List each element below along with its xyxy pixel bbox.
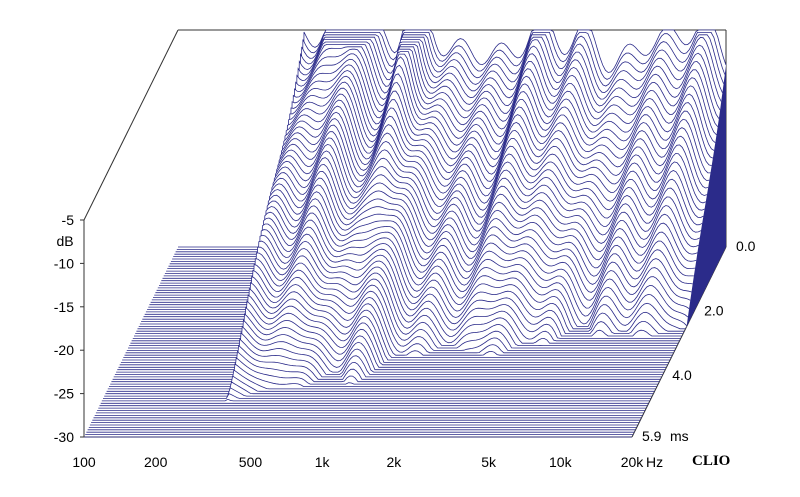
brand-label: CLIO [692, 453, 730, 469]
decay-slice-line [132, 240, 681, 339]
decay-slice-line [134, 233, 682, 337]
frame-edge-top-left [83, 29, 179, 221]
z-unit-label: ms [670, 428, 689, 444]
decay-slice-line [147, 157, 696, 310]
decay-slice-line [124, 281, 673, 356]
x-tick-label: 2k [386, 454, 402, 470]
decay-slice-line [129, 258, 678, 346]
decay-slice-line [105, 381, 654, 395]
decay-slice-line [106, 375, 655, 392]
decay-slice-line [131, 246, 680, 342]
decay-slice-line [141, 191, 690, 322]
decay-slice-line [153, 124, 702, 298]
decay-slice-fill [106, 376, 655, 392]
decay-slice-line [128, 263, 676, 349]
decay-slice-line [110, 357, 659, 385]
x-unit-label: Hz [646, 454, 663, 470]
x-tick-label: 10k [549, 454, 573, 470]
decay-slice-line [120, 300, 669, 363]
x-tick-label: 20k [621, 454, 645, 470]
decay-slice-line [136, 219, 685, 332]
decay-slice-fill [110, 357, 659, 385]
decay-slice-line [101, 398, 650, 402]
decay-slice-line [145, 163, 694, 313]
decay-slice-line [150, 137, 699, 303]
decay-slice-line [123, 287, 672, 358]
x-tick-label: 500 [239, 454, 263, 470]
x-axis-ticks: 100 200 500 1k 2k 5k 10k 20k [72, 454, 644, 470]
decay-slice-line [156, 105, 705, 291]
decay-slice-fill [105, 381, 654, 394]
decay-slice-line [119, 306, 668, 366]
x-tick-label: 5k [481, 454, 497, 470]
decay-slice-line [114, 331, 663, 375]
y-tick-label: -5 [62, 212, 75, 228]
z-tick-label: 5.9 [642, 428, 662, 444]
y-tick-label: -10 [54, 255, 74, 271]
x-tick-label: 200 [144, 454, 168, 470]
z-tick-label: 4.0 [672, 367, 692, 383]
decay-slice-line [157, 99, 706, 289]
decay-slice-line [111, 350, 660, 383]
decay-slice-line [155, 111, 704, 294]
decay-slice-line [116, 325, 665, 373]
y-axis-ticks: -5 -10 -15 -20 -25 -30 [54, 212, 84, 445]
decay-slice-line [125, 275, 674, 354]
decay-slice-line [103, 393, 651, 399]
z-axis-ticks: 0.0 2.0 4.0 5.9 [642, 238, 756, 444]
decay-slice-line [139, 198, 689, 325]
decay-slice-line [142, 184, 691, 320]
y-tick-label: -30 [54, 429, 74, 445]
x-tick-label: 1k [315, 454, 331, 470]
decay-slice-line [130, 252, 679, 344]
decay-slice-line [118, 313, 667, 368]
decay-slice-line [154, 118, 703, 296]
y-tick-label: -20 [54, 342, 74, 358]
decay-surface [84, 29, 727, 438]
decay-slice-line [149, 143, 698, 306]
decay-slice-line [135, 226, 684, 334]
decay-slice-line [137, 212, 686, 330]
decay-slice-line [143, 177, 692, 318]
decay-slice-line [126, 269, 675, 351]
decay-slice-line [144, 170, 693, 315]
decay-slice-line [104, 387, 653, 397]
y-tick-label: -15 [54, 299, 74, 315]
surface-right-edge [632, 65, 726, 437]
decay-slice-line [107, 369, 656, 390]
decay-slice-line [148, 150, 697, 308]
z-tick-label: 2.0 [704, 302, 724, 318]
y-unit-label: dB [56, 233, 73, 249]
decay-slice-line [151, 131, 700, 301]
decay-slice-line [113, 338, 662, 378]
y-tick-label: -25 [54, 386, 74, 402]
decay-slice-line [109, 363, 657, 387]
x-tick-label: 100 [72, 454, 96, 470]
decay-slice-line [122, 294, 671, 361]
decay-slice-line [112, 344, 661, 380]
decay-slice-line [138, 205, 687, 327]
z-tick-label: 0.0 [736, 238, 756, 254]
decay-slice-line [117, 319, 666, 371]
